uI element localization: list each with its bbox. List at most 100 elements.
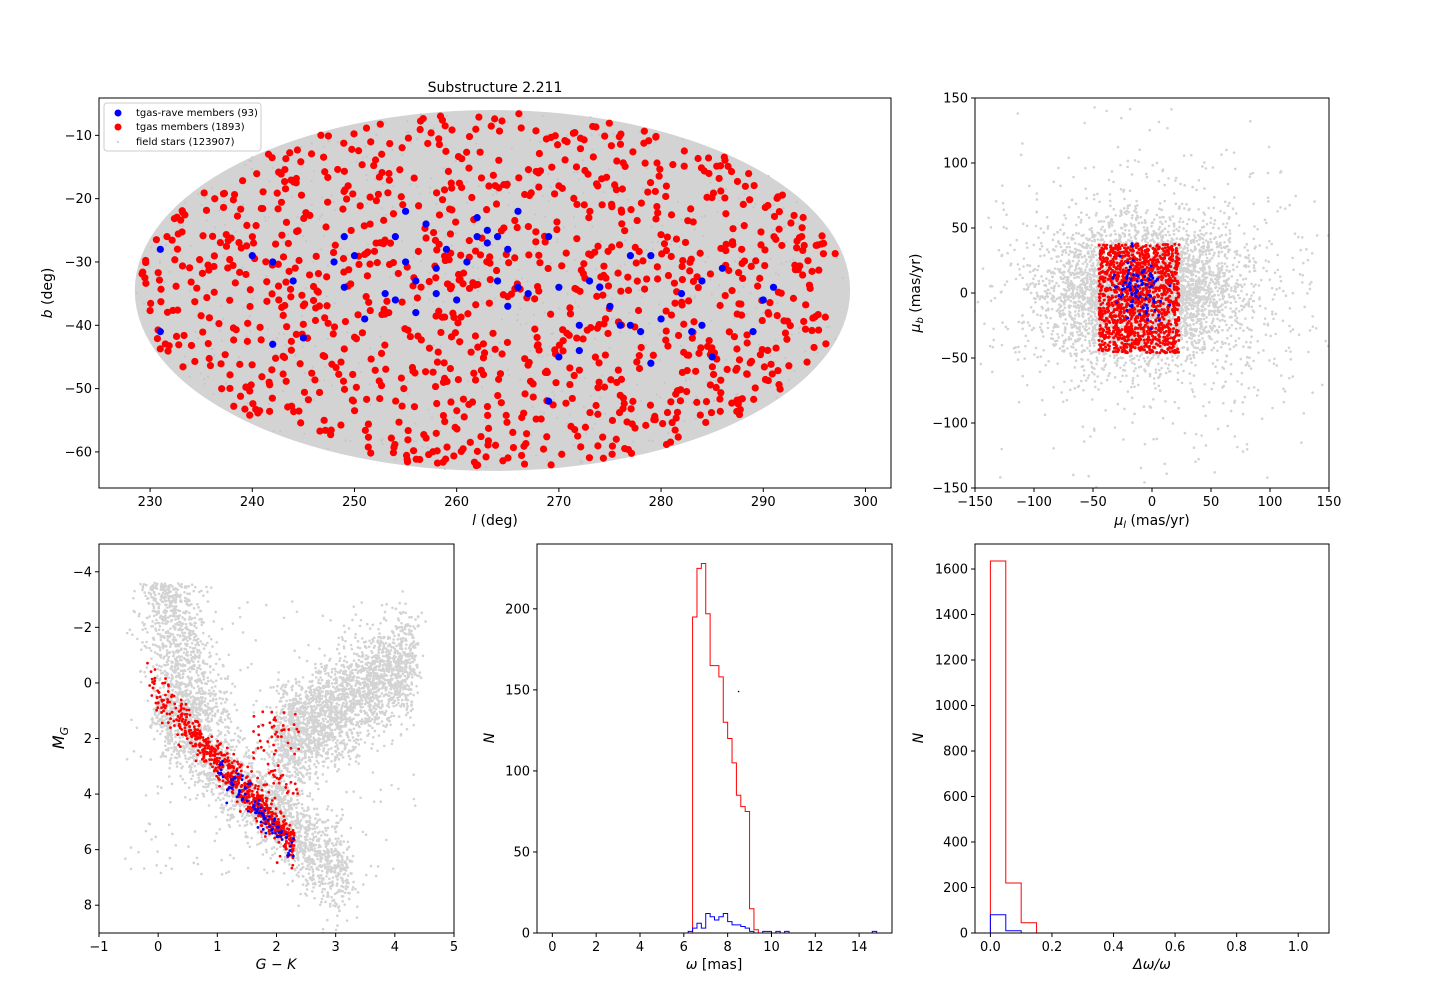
- field-star: [608, 168, 611, 171]
- member-star: [608, 243, 616, 251]
- field-star: [1219, 209, 1222, 213]
- field-star: [1228, 326, 1231, 330]
- field-star: [532, 313, 535, 316]
- field-star: [1218, 275, 1222, 279]
- field-star: [1213, 251, 1216, 255]
- member-star: [684, 217, 692, 225]
- rave-member-star: [626, 321, 635, 329]
- member-star: [443, 377, 451, 386]
- member-star: [174, 230, 182, 238]
- member-star: [472, 125, 480, 133]
- field-star: [1185, 340, 1189, 344]
- field-star: [412, 303, 415, 306]
- member-star: [233, 212, 242, 220]
- member-star: [795, 233, 804, 242]
- field-star: [1084, 325, 1088, 328]
- member-star: [631, 243, 639, 251]
- member-star: [819, 250, 828, 258]
- field-star: [1042, 254, 1046, 257]
- field-star: [1090, 371, 1094, 374]
- field-star: [508, 374, 511, 377]
- member-star: [305, 271, 314, 279]
- member-star: [566, 364, 574, 372]
- field-star: [1080, 255, 1084, 259]
- field-star: [1183, 247, 1186, 250]
- field-star: [364, 145, 367, 148]
- field-star: [541, 355, 544, 358]
- member-star: [822, 340, 830, 348]
- member-star: [574, 432, 582, 440]
- member-star: [680, 162, 688, 170]
- field-star: [1044, 295, 1047, 298]
- sky-map-xlabel-symbol: l: [472, 513, 476, 529]
- field-star: [1241, 450, 1245, 453]
- field-star: [1137, 221, 1141, 225]
- field-star: [369, 347, 372, 350]
- field-star: [1192, 266, 1196, 270]
- field-star: [521, 116, 524, 119]
- field-star: [1222, 384, 1226, 388]
- field-star: [1043, 290, 1047, 293]
- member-star: [653, 202, 661, 211]
- field-star: [1353, 274, 1356, 277]
- field-star: [1085, 300, 1089, 304]
- rave-member-star: [647, 252, 655, 260]
- field-star: [380, 207, 383, 210]
- field-star: [1074, 202, 1078, 206]
- field-star: [1063, 380, 1066, 384]
- field-star: [223, 223, 226, 226]
- field-star: [1072, 175, 1075, 179]
- rave-member-star: [493, 233, 502, 241]
- member-star: [594, 410, 602, 418]
- member-star: [801, 325, 810, 333]
- rave-member-star: [606, 302, 614, 310]
- member-star: [156, 345, 164, 353]
- field-star: [647, 145, 650, 148]
- field-star: [381, 443, 384, 446]
- member-star: [507, 290, 515, 298]
- member-star: [721, 291, 729, 300]
- field-star: [717, 354, 720, 357]
- field-star: [1166, 239, 1170, 243]
- field-star: [514, 278, 517, 281]
- field-star: [1310, 280, 1313, 284]
- member-star: [287, 346, 295, 354]
- field-star: [1248, 175, 1252, 179]
- field-star: [1048, 282, 1051, 285]
- field-star: [264, 216, 267, 219]
- field-star: [1095, 306, 1099, 309]
- member-star: [243, 221, 251, 230]
- field-star: [1191, 250, 1194, 253]
- field-star: [1065, 289, 1069, 293]
- member-star: [662, 192, 670, 201]
- field-star: [1094, 234, 1097, 237]
- member-star: [204, 261, 212, 269]
- field-star: [320, 248, 323, 251]
- field-star: [1070, 345, 1073, 348]
- field-star: [384, 121, 387, 124]
- field-star: [1223, 240, 1226, 244]
- field-star: [381, 437, 384, 440]
- field-star: [1197, 341, 1200, 344]
- field-star: [565, 422, 568, 425]
- member-star: [257, 336, 265, 344]
- member-star: [293, 227, 301, 236]
- field-star: [365, 174, 368, 177]
- field-star: [574, 225, 577, 228]
- field-star: [1077, 312, 1080, 316]
- member-star: [366, 220, 374, 228]
- member-star: [686, 267, 694, 275]
- member-star: [299, 320, 307, 328]
- field-star: [1060, 277, 1063, 281]
- field-star: [1227, 217, 1231, 220]
- member-star: [633, 216, 641, 225]
- member-star: [497, 227, 506, 235]
- field-star: [641, 335, 644, 338]
- member-star: [470, 369, 478, 377]
- field-star: [294, 355, 297, 358]
- member-star: [459, 395, 468, 403]
- member-star: [735, 300, 743, 308]
- member-star: [737, 311, 746, 319]
- field-star: [718, 284, 721, 287]
- field-star: [1252, 386, 1256, 389]
